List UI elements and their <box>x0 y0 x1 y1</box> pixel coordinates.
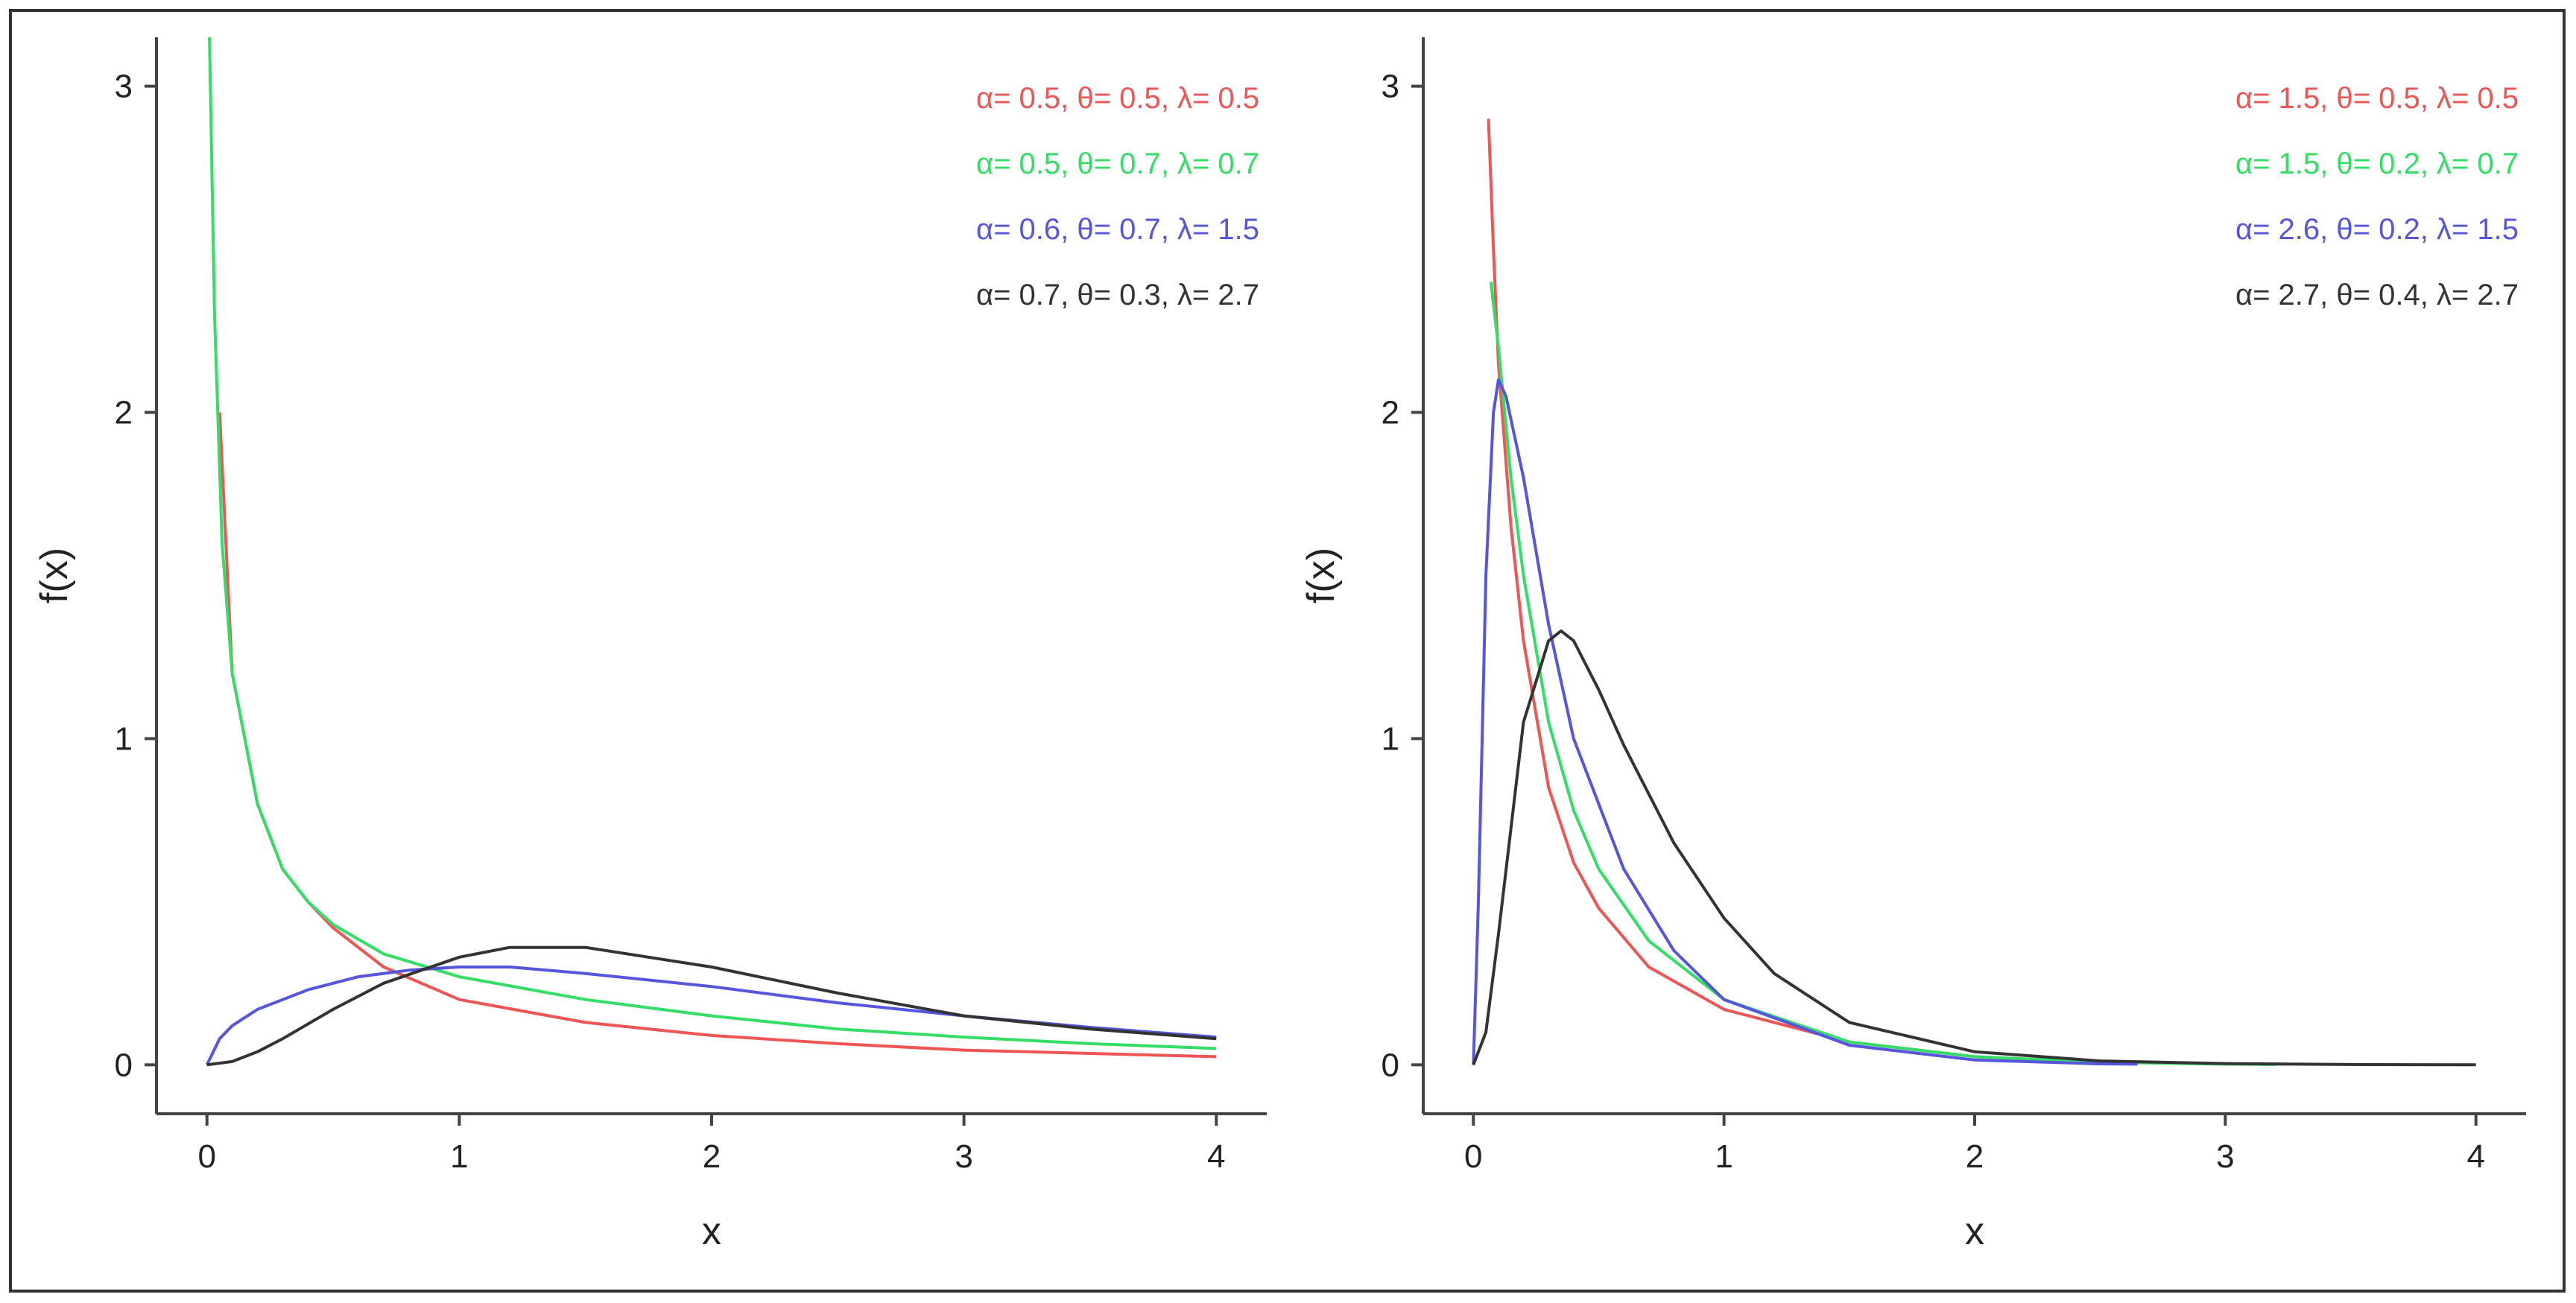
figure-frame <box>9 9 2566 1293</box>
x-tick-label: 3 <box>2216 1138 2234 1175</box>
x-tick-label: 2 <box>703 1138 721 1175</box>
legend-entry-3: α= 0.6, θ= 0.7, λ= 1.5 <box>976 213 1259 246</box>
x-tick-label: 1 <box>1715 1138 1732 1175</box>
series-line-4 <box>1472 629 2476 1067</box>
series-line-2 <box>1489 282 2276 1066</box>
series-line-1 <box>218 412 1217 1059</box>
y-tick-label: 0 <box>115 1047 133 1083</box>
y-tick-label: 3 <box>1382 69 1399 105</box>
legend-entry-1: α= 1.5, θ= 0.5, λ= 0.5 <box>2235 82 2519 115</box>
y-tick-label: 2 <box>1382 395 1399 431</box>
x-axis-label: x <box>1965 1210 1984 1253</box>
legend-entry-2: α= 0.5, θ= 0.7, λ= 0.7 <box>976 148 1259 180</box>
chart-panel-1: 0 1 2 3 4 0 1 2 3 x f(x) α= 0.5, θ= 0.5, λ= 0.5 α= 0… <box>33 37 1267 1253</box>
legend-entry-2: α= 1.5, θ= 0.2, λ= 0.7 <box>2235 148 2519 180</box>
legend-entry-1: α= 0.5, θ= 0.5, λ= 0.5 <box>976 82 1259 115</box>
y-tick-label: 3 <box>115 69 133 105</box>
legend-entry-4: α= 2.7, θ= 0.4, λ= 2.7 <box>2235 279 2519 311</box>
x-tick-label: 4 <box>2466 1138 2484 1175</box>
series-line-3 <box>1472 378 2138 1066</box>
x-tick-label: 1 <box>450 1138 468 1175</box>
y-tick-label: 2 <box>115 395 133 431</box>
series-line-2 <box>208 37 1217 1050</box>
series-line-4 <box>206 945 1217 1067</box>
x-tick-label: 0 <box>197 1138 215 1175</box>
y-tick-label: 0 <box>1382 1047 1399 1083</box>
y-axis-label: f(x) <box>33 548 76 603</box>
series-line-1 <box>1487 118 2288 1066</box>
x-tick-label: 4 <box>1207 1138 1225 1175</box>
legend-entry-3: α= 2.6, θ= 0.2, λ= 1.5 <box>2235 213 2519 246</box>
y-tick-label: 1 <box>1382 720 1399 757</box>
x-tick-label: 2 <box>1966 1138 1984 1175</box>
chart-panel-2: 0 1 2 3 4 0 1 2 3 x f(x) α= 1.5, θ= 0.5, λ= 0.5 α= 1… <box>1300 37 2526 1253</box>
y-tick-label: 1 <box>115 720 133 757</box>
series-line-3 <box>205 966 1217 1066</box>
x-tick-label: 0 <box>1464 1138 1482 1175</box>
legend-entry-4: α= 0.7, θ= 0.3, λ= 2.7 <box>976 279 1259 311</box>
x-axis-label: x <box>702 1210 721 1253</box>
x-tick-label: 3 <box>955 1138 972 1175</box>
y-axis-label: f(x) <box>1300 548 1343 603</box>
